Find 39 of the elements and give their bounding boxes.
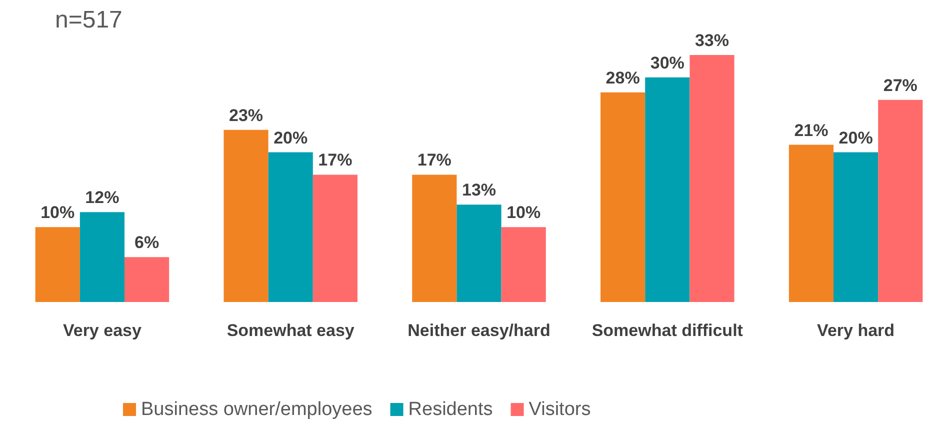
legend-label: Business owner/employees (141, 399, 372, 420)
data-label: 17% (417, 150, 452, 170)
data-label: 21% (794, 120, 828, 140)
data-label: 20% (274, 128, 308, 148)
data-label: 28% (606, 68, 640, 88)
data-label: 10% (506, 203, 541, 222)
bar (224, 130, 268, 302)
bar (690, 54, 734, 302)
data-label: 17% (318, 150, 352, 170)
bar (268, 152, 313, 302)
data-label: 23% (228, 106, 264, 125)
data-label: 30% (650, 53, 684, 72)
bar (80, 212, 124, 302)
data-label: 27% (883, 76, 918, 95)
data-label: 6% (134, 233, 160, 252)
legend-label: Visitors (528, 399, 591, 420)
bar (124, 257, 170, 302)
bar (412, 174, 457, 302)
bar (878, 100, 923, 302)
x-tick-label: Neither easy/hard (408, 321, 550, 340)
data-label: 10% (40, 203, 75, 222)
data-label: 12% (85, 188, 120, 208)
x-tick-label: Very hard (817, 321, 895, 340)
bar (35, 227, 80, 302)
x-tick-label: Very easy (62, 321, 142, 340)
x-tick-label: Somewhat difficult (592, 321, 744, 340)
bar (834, 152, 878, 302)
bar (312, 174, 358, 302)
bar (600, 92, 646, 302)
data-label: 13% (462, 180, 496, 200)
bar (788, 144, 834, 302)
legend-label: Residents (408, 399, 493, 420)
x-tick-label: Somewhat easy (226, 321, 355, 340)
text: n=517 (55, 6, 122, 34)
bar (456, 204, 502, 302)
data-label: 33% (694, 30, 730, 50)
bar (501, 227, 546, 302)
bar (645, 77, 690, 302)
data-label: 20% (838, 128, 873, 148)
